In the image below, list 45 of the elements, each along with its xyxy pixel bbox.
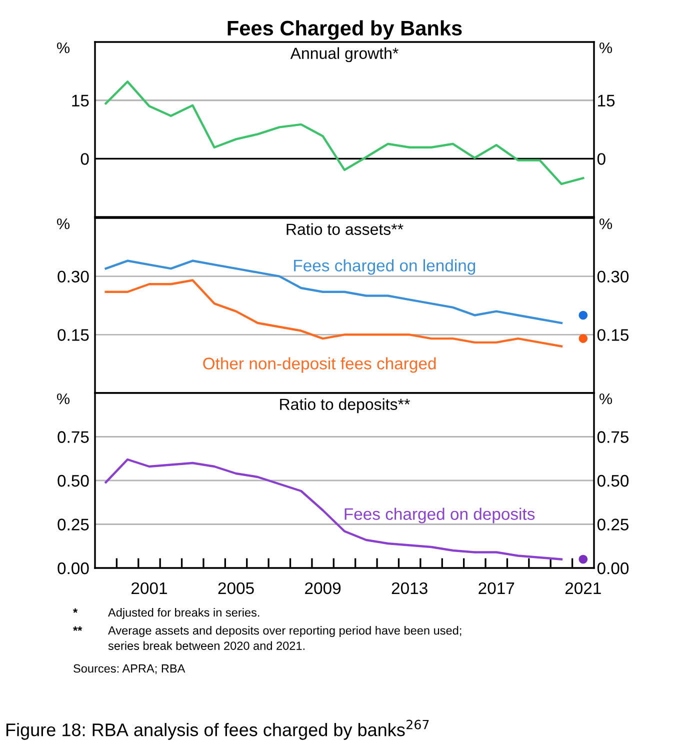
text: Adjusted for breaks in series.: [108, 608, 260, 620]
x-tick-label: 2017: [478, 582, 514, 594]
y2-tick-label: 0.50: [597, 474, 629, 487]
y2-tick-label: 0.30: [597, 270, 629, 283]
y2-tick-label: 0: [597, 153, 606, 165]
series-label: Fees charged on lending: [294, 259, 476, 275]
source-note: Sources: APRA; RBA: [74, 664, 186, 674]
y2-tick-label: 0.15: [597, 329, 629, 341]
series-label: Fees charged on deposits: [344, 508, 535, 524]
y2-axis-title: %: [600, 393, 612, 404]
y2-tick-label: 0.75: [597, 431, 629, 443]
chart-subtitle: Annual growth*: [290, 47, 398, 62]
y2-tick-label: 0.25: [597, 518, 629, 530]
x-tick-label: 2013: [392, 582, 428, 594]
text: *: [73, 608, 78, 613]
y-tick-label: 0.25: [58, 518, 89, 530]
text: Average assets and deposits over reporting period have been used; series break between 2020 and 2021.: [108, 626, 462, 650]
chart-subtitle: Ratio to assets**: [286, 223, 404, 235]
chart-subtitle: Ratio to deposits**: [280, 398, 410, 414]
y-axis-title: %: [57, 218, 70, 230]
line-series: [104, 279, 563, 348]
line-series: [104, 80, 584, 186]
chart-title: Fees Charged by Banks: [228, 20, 462, 40]
line-series: [104, 458, 563, 560]
x-tick-label: 2009: [305, 582, 341, 594]
x-tick-label: 2005: [218, 582, 254, 594]
y-axis-title: %: [57, 42, 70, 54]
series-label: Other non-deposit fees charged: [203, 357, 436, 373]
y-tick-label: 0.50: [58, 474, 89, 487]
y-tick-label: 0.75: [58, 431, 89, 443]
y2-axis-title: %: [600, 218, 612, 230]
y-tick-label: 0.15: [58, 329, 89, 341]
y-tick-label: 0: [80, 153, 89, 165]
y-axis-title: %: [57, 393, 70, 404]
line-series: [104, 260, 563, 324]
x-tick-label: 2001: [132, 582, 167, 594]
caption: Figure 18: RBA analysis of fees charged by banks$^{267}$: [6, 720, 429, 740]
x-tick-label: 2021: [565, 582, 601, 594]
y-tick-label: 0.30: [58, 270, 89, 283]
text: **: [73, 626, 82, 631]
y2-tick-label: 0.00: [597, 562, 629, 574]
y-tick-label: 15: [72, 94, 89, 107]
y-tick-label: 0.00: [58, 562, 89, 574]
y2-tick-label: 15: [598, 94, 615, 107]
y2-axis-title: %: [600, 42, 612, 54]
